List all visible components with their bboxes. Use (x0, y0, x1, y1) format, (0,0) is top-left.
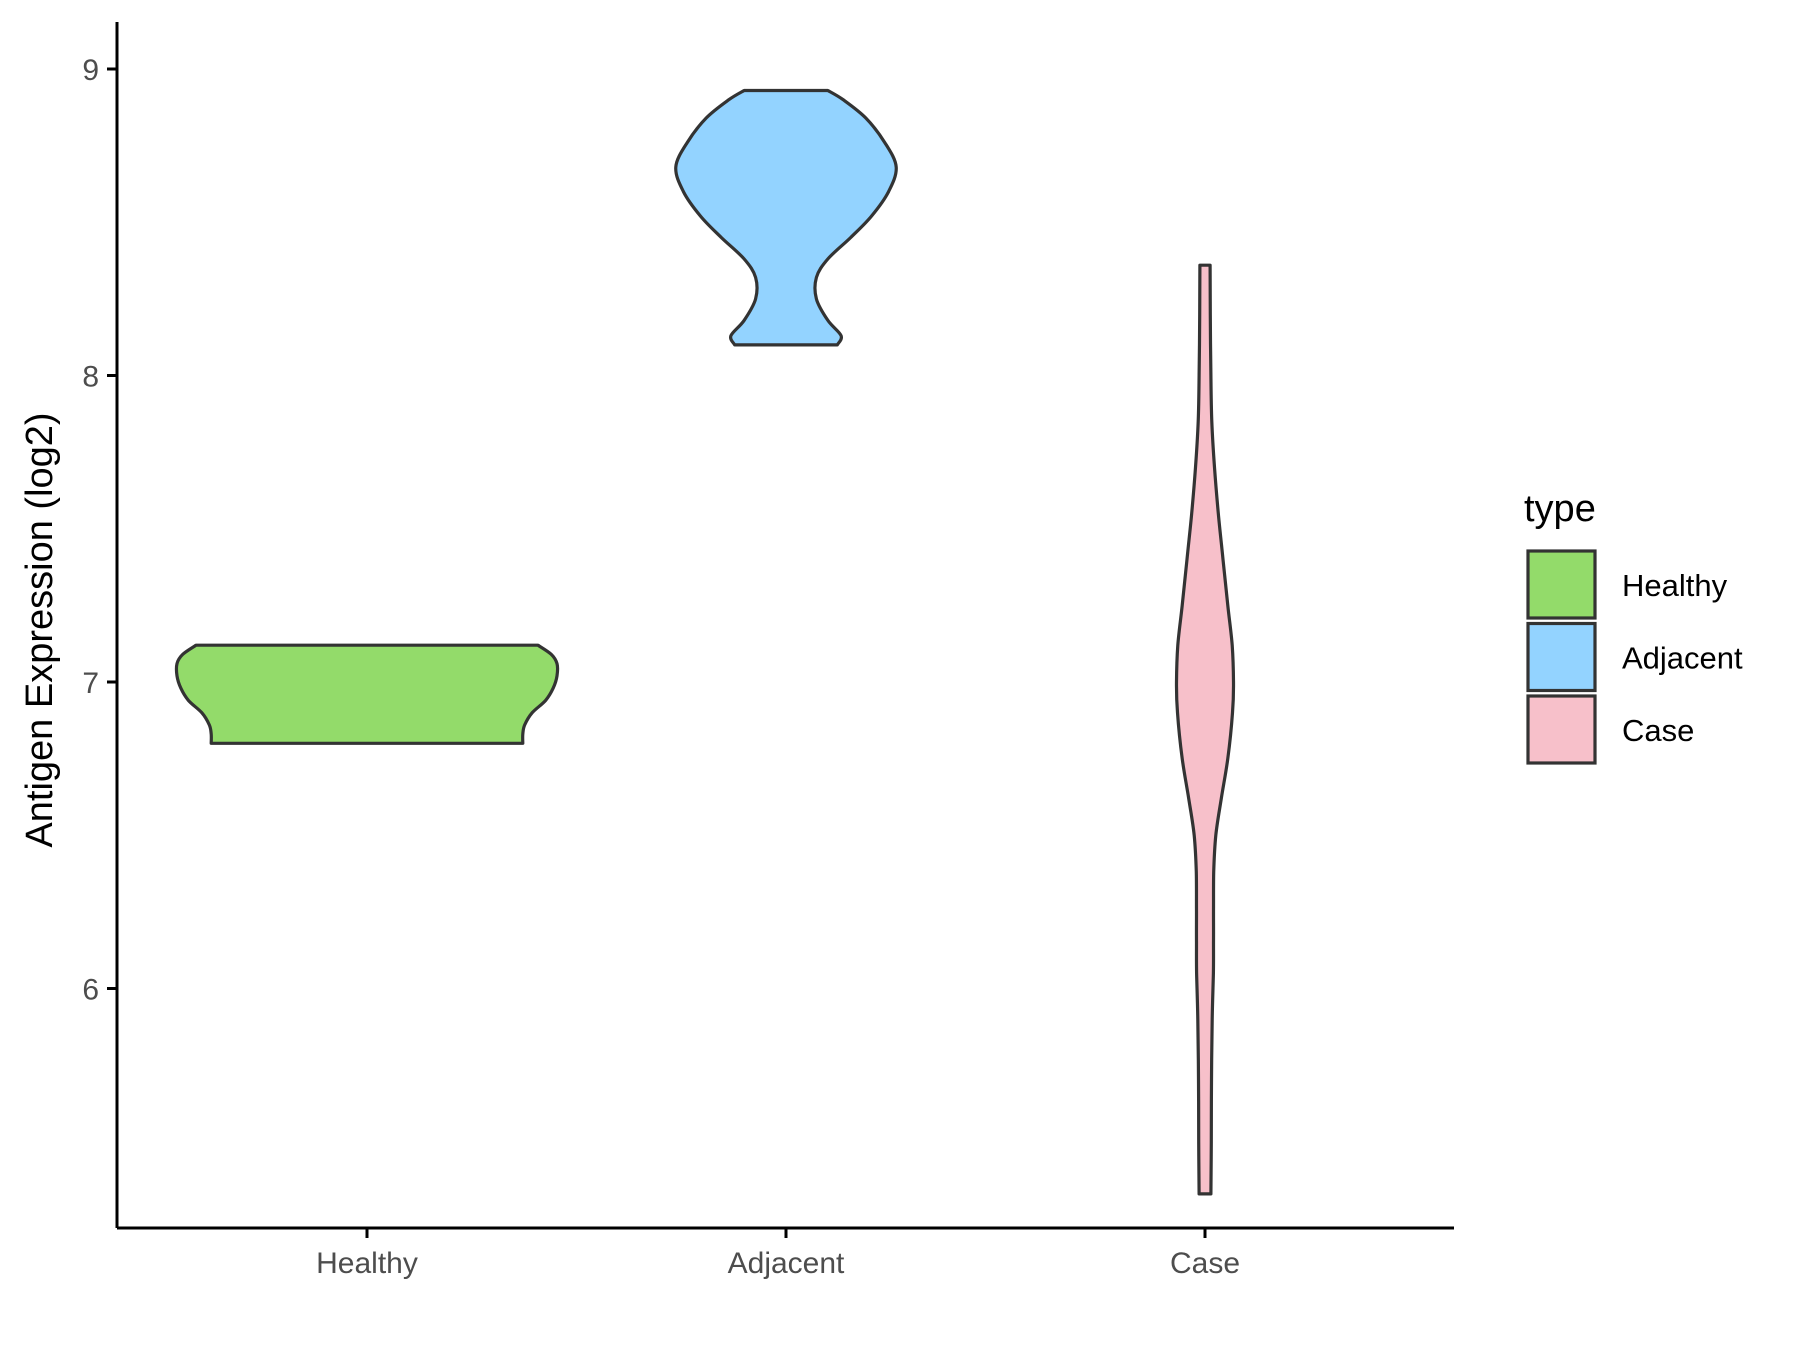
x-ticks: Healthy Adjacent Case (316, 1228, 1240, 1280)
legend-title: type (1524, 488, 1596, 530)
y-ticks: 6 7 8 9 (82, 54, 117, 1007)
y-tick-label: 7 (82, 667, 99, 700)
legend: type Healthy Adjacent Case (1524, 488, 1743, 765)
y-tick-label: 8 (82, 361, 99, 394)
x-tick-label: Adjacent (728, 1247, 845, 1280)
violin-case (1174, 263, 1236, 1196)
x-tick-label: Case (1170, 1247, 1240, 1280)
legend-swatch-healthy (1526, 549, 1597, 620)
x-tick-label: Healthy (316, 1247, 418, 1280)
legend-label-healthy: Healthy (1622, 568, 1728, 603)
legend-label-case: Case (1622, 713, 1694, 748)
legend-label-adjacent: Adjacent (1622, 641, 1743, 676)
y-tick-label: 9 (82, 54, 99, 87)
legend-swatch-adjacent (1526, 621, 1597, 693)
violin-adjacent (674, 88, 898, 347)
legend-swatch-case (1526, 694, 1597, 765)
legend-items: Healthy Adjacent Case (1526, 549, 1743, 765)
y-axis-title: Antigen Expression (log2) (19, 412, 61, 847)
violin-healthy (174, 643, 560, 745)
violins (174, 88, 1236, 1196)
y-tick-label: 6 (82, 974, 99, 1007)
